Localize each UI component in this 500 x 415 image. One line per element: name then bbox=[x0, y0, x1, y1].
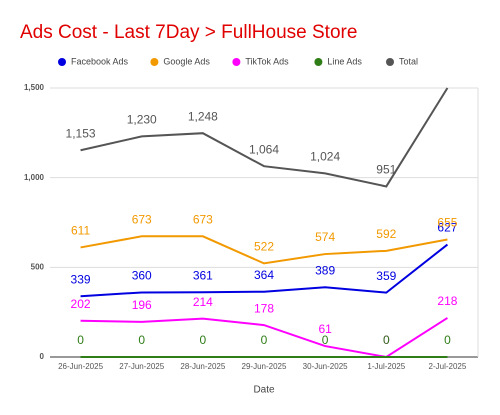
data-label: 218 bbox=[437, 294, 457, 308]
legend-label: Total bbox=[399, 56, 418, 66]
x-tick-label: 28-Jun-2025 bbox=[180, 362, 225, 371]
legend-marker bbox=[386, 58, 394, 66]
data-label: 951 bbox=[376, 163, 396, 177]
legend-marker bbox=[314, 58, 323, 66]
data-label: 673 bbox=[193, 212, 213, 226]
legend-label: Google Ads bbox=[163, 56, 210, 66]
data-label: 0 bbox=[77, 333, 84, 347]
data-label: 0 bbox=[383, 333, 390, 347]
data-label: 611 bbox=[71, 224, 90, 238]
data-label: 359 bbox=[376, 269, 396, 283]
data-label: 0 bbox=[383, 333, 390, 347]
data-label: 389 bbox=[315, 263, 335, 277]
data-label: 0 bbox=[444, 333, 451, 347]
x-tick-label: 26-Jun-2025 bbox=[58, 362, 103, 371]
data-label: 0 bbox=[200, 333, 207, 347]
data-label: 361 bbox=[193, 268, 213, 282]
data-label: 574 bbox=[315, 230, 335, 244]
data-label: 1,230 bbox=[127, 113, 157, 127]
data-label: 592 bbox=[376, 227, 396, 241]
x-tick-label: 2-Jul-2025 bbox=[429, 362, 467, 371]
data-label: 1,248 bbox=[188, 109, 218, 123]
data-label: 0 bbox=[138, 333, 145, 347]
x-tick-label: 30-Jun-2025 bbox=[303, 362, 348, 371]
legend-label: TikTok Ads bbox=[245, 56, 289, 66]
chart-title: Ads Cost - Last 7Day > FullHouse Store bbox=[20, 22, 357, 43]
data-label: 339 bbox=[71, 272, 91, 286]
data-label: 673 bbox=[132, 212, 152, 226]
series-line bbox=[80, 243, 449, 298]
data-label: 522 bbox=[254, 240, 274, 254]
data-label: 178 bbox=[254, 301, 274, 315]
x-axis-label: Date bbox=[253, 385, 275, 396]
data-label: 1,153 bbox=[66, 126, 96, 140]
data-label: 364 bbox=[254, 268, 274, 282]
data-label: 0 bbox=[261, 333, 268, 347]
legend-marker bbox=[232, 58, 241, 66]
data-label: 61 bbox=[318, 322, 332, 336]
legend-marker bbox=[58, 58, 66, 66]
data-label: 1,024 bbox=[310, 150, 340, 164]
series-line bbox=[80, 235, 448, 265]
y-tick-label: 1,500 bbox=[24, 83, 45, 92]
data-label: 627 bbox=[437, 221, 457, 235]
data-label: 360 bbox=[132, 269, 152, 283]
data-label: 655 bbox=[437, 216, 457, 230]
y-tick-label: 0 bbox=[40, 352, 45, 361]
data-label: 214 bbox=[193, 295, 213, 309]
data-label: 1,064 bbox=[249, 142, 279, 156]
y-tick-label: 1,000 bbox=[24, 173, 45, 182]
y-tick-label: 500 bbox=[31, 262, 45, 271]
data-label: 196 bbox=[132, 298, 152, 312]
x-tick-label: 1-Jul-2025 bbox=[367, 362, 405, 371]
x-tick-label: 29-Jun-2025 bbox=[242, 362, 287, 371]
x-tick-label: 27-Jun-2025 bbox=[119, 362, 164, 371]
legend-label: Facebook Ads bbox=[71, 56, 129, 66]
data-label: 202 bbox=[71, 297, 91, 311]
data-label: 0 bbox=[322, 333, 329, 347]
legend-label: Line Ads bbox=[327, 56, 362, 66]
series-line bbox=[80, 87, 449, 188]
legend-marker bbox=[150, 58, 159, 66]
